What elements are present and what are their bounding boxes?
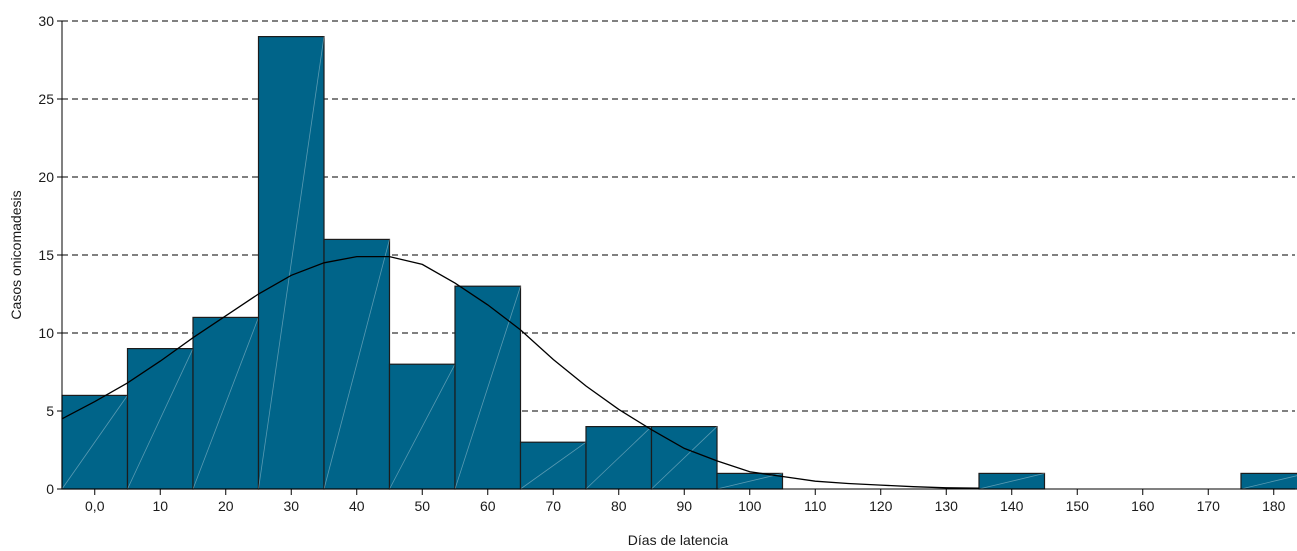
fitted-curve-group bbox=[61, 255, 980, 489]
fitted-normal-curve bbox=[61, 255, 980, 489]
histogram-bar bbox=[192, 316, 260, 490]
bar-sheen-line bbox=[61, 395, 128, 490]
x-tick-label: 130 bbox=[935, 498, 959, 514]
histogram-bar bbox=[323, 238, 391, 490]
x-tick-label: 170 bbox=[1197, 498, 1221, 514]
x-tick-label: 100 bbox=[738, 498, 762, 514]
tick-labels: 0 5 10 15 20 25 30 0,0 10 20 30 40 50 60 70 80 90 100 110 1… bbox=[38, 13, 1285, 514]
histogram-bars bbox=[61, 35, 1297, 490]
histogram-bar bbox=[650, 426, 718, 490]
x-tick-label: 90 bbox=[676, 498, 692, 514]
x-tick-label: 150 bbox=[1066, 498, 1090, 514]
histogram-bar bbox=[257, 35, 325, 490]
y-tick-label: 30 bbox=[38, 13, 54, 29]
histogram-bar bbox=[454, 285, 522, 490]
x-tick-label: 0,0 bbox=[85, 498, 105, 514]
bar-sheen-line bbox=[258, 36, 325, 490]
x-tick-label: 120 bbox=[869, 498, 893, 514]
y-tick-label: 0 bbox=[46, 481, 54, 497]
x-axis-title: Días de latencia bbox=[628, 532, 729, 548]
bar-sheen-line bbox=[520, 441, 587, 490]
y-axis-title: Casos onicomadesis bbox=[8, 190, 24, 319]
y-tick-label: 10 bbox=[38, 325, 54, 341]
histogram-bar bbox=[519, 441, 587, 490]
x-tick-label: 10 bbox=[152, 498, 168, 514]
x-tick-label: 160 bbox=[1131, 498, 1155, 514]
bar-sheen-line bbox=[192, 317, 259, 490]
histogram-bar bbox=[585, 426, 653, 490]
histogram-bar bbox=[126, 348, 194, 490]
y-tick-label: 5 bbox=[46, 403, 54, 419]
bar-sheen-line bbox=[716, 473, 783, 490]
x-tick-label: 50 bbox=[414, 498, 430, 514]
y-tick-label: 20 bbox=[38, 169, 54, 185]
bar-sheen-line bbox=[127, 348, 194, 490]
bar-sheen-line bbox=[389, 364, 456, 490]
x-tick-label: 40 bbox=[349, 498, 365, 514]
x-tick-label: 180 bbox=[1262, 498, 1286, 514]
bar-sheen-line bbox=[585, 426, 652, 490]
bar-sheen-line bbox=[1240, 475, 1297, 490]
bar-sheen-line bbox=[323, 239, 390, 490]
bar-sheen-line bbox=[651, 426, 718, 490]
y-tick-label: 15 bbox=[38, 247, 54, 263]
y-tick-label: 25 bbox=[38, 91, 54, 107]
x-tick-label: 20 bbox=[218, 498, 234, 514]
x-tick-label: 70 bbox=[545, 498, 561, 514]
bar-sheen-line bbox=[978, 473, 1045, 490]
x-tick-label: 110 bbox=[804, 498, 827, 514]
x-tick-label: 30 bbox=[283, 498, 299, 514]
histogram-bar bbox=[388, 363, 456, 490]
x-tick-label: 60 bbox=[480, 498, 496, 514]
bar-sheen-line bbox=[454, 286, 521, 490]
x-tick-label: 140 bbox=[1000, 498, 1024, 514]
axes bbox=[57, 20, 1295, 495]
x-tick-label: 80 bbox=[611, 498, 627, 514]
